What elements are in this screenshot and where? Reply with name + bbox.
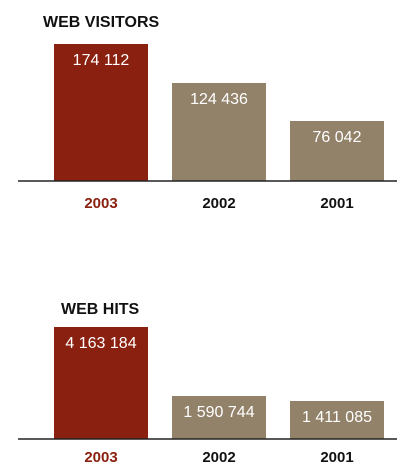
- bar-2001: [290, 121, 384, 181]
- category-label: 2002: [202, 449, 235, 465]
- bar-2003: [54, 44, 148, 181]
- data-label: 1 590 744: [183, 404, 254, 421]
- data-label: 1 411 085: [302, 409, 372, 426]
- data-label: 174 112: [73, 52, 130, 69]
- category-label: 2003: [84, 195, 117, 212]
- chart-title: WEB HITS: [61, 301, 140, 318]
- bar-2001: [290, 401, 384, 439]
- bar-2002: [172, 83, 266, 181]
- data-label: 4 163 184: [65, 335, 136, 352]
- category-label: 2001: [320, 449, 353, 465]
- chart-title: WEB VISITORS: [43, 14, 159, 31]
- chart-web-hits: WEB HITS 4 163 184 2003 1 590 744 2002 1 411…: [18, 301, 397, 465]
- category-label: 2003: [84, 449, 117, 465]
- bar-2002: [172, 396, 266, 439]
- data-label: 76 042: [313, 129, 362, 146]
- category-label: 2002: [202, 195, 235, 212]
- chart-web-visitors: WEB VISITORS 174 112 2003 124 436 2002 76 04…: [18, 14, 397, 212]
- category-label: 2001: [320, 195, 353, 212]
- bar-2003: [54, 327, 148, 439]
- data-label: 124 436: [190, 91, 248, 108]
